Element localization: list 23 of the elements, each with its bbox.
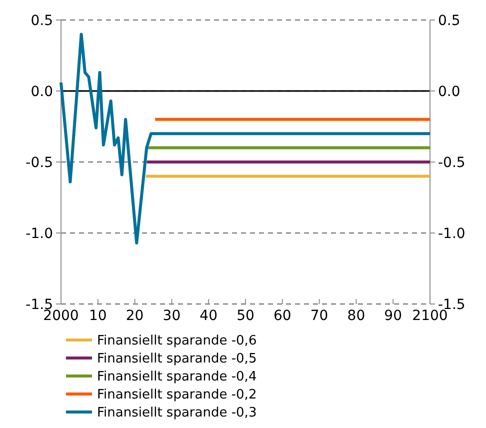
legend-label: Finansiellt sparande -0,6 [97,334,257,349]
legend-label: Finansiellt sparande -0,4 [97,370,257,385]
x-tick-label: 30 [162,308,181,324]
line-series [60,32,432,244]
legend-label: Finansiellt sparande -0,2 [97,388,257,403]
y2-tick-label: 0.5 [438,12,460,29]
x-tick-label: 10 [88,308,107,324]
y-tick-label: 0.5 [30,12,53,29]
y2-tick-label: 0.0 [438,84,460,100]
x-tick-label: 80 [347,308,366,324]
x-tick-label: 20 [126,308,144,324]
y-tick-label: 0.0 [30,84,53,100]
y2-tick-label: -0.5 [438,154,466,171]
x-tick-label: 40 [200,308,218,324]
y2-tick-label: -1.0 [438,226,466,242]
y-tick-label: -0.5 [26,154,53,171]
x-tick-label: 60 [273,308,292,324]
x-tick-label: 90 [384,308,402,324]
legend-label: Finansiellt sparande -0,3 [97,406,257,421]
x-tick-label: 70 [310,308,328,324]
legend-label: Finansiellt sparande -0,5 [97,352,257,367]
y-tick-label: -1.0 [26,226,53,242]
x-tick-label: 50 [236,308,254,324]
